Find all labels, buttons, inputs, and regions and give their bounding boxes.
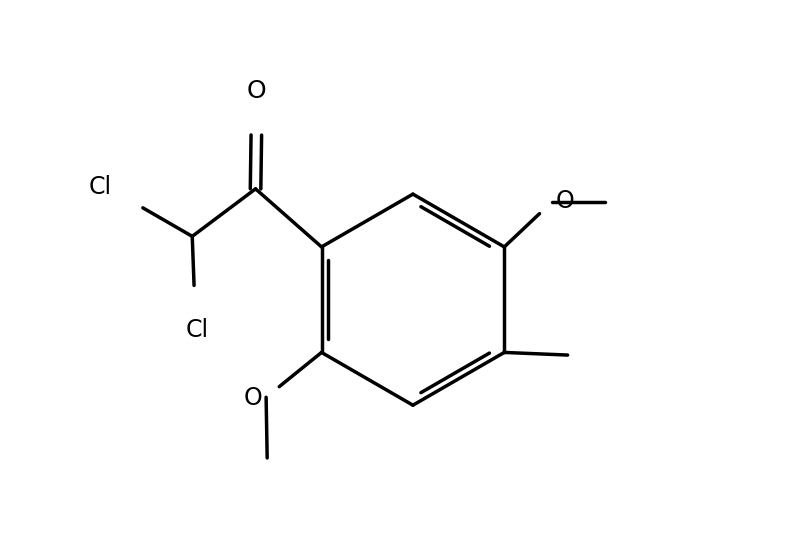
Text: O: O [556, 189, 574, 213]
Text: Cl: Cl [186, 318, 209, 342]
Text: O: O [244, 386, 262, 411]
Text: Cl: Cl [89, 175, 112, 199]
Text: O: O [247, 79, 266, 103]
